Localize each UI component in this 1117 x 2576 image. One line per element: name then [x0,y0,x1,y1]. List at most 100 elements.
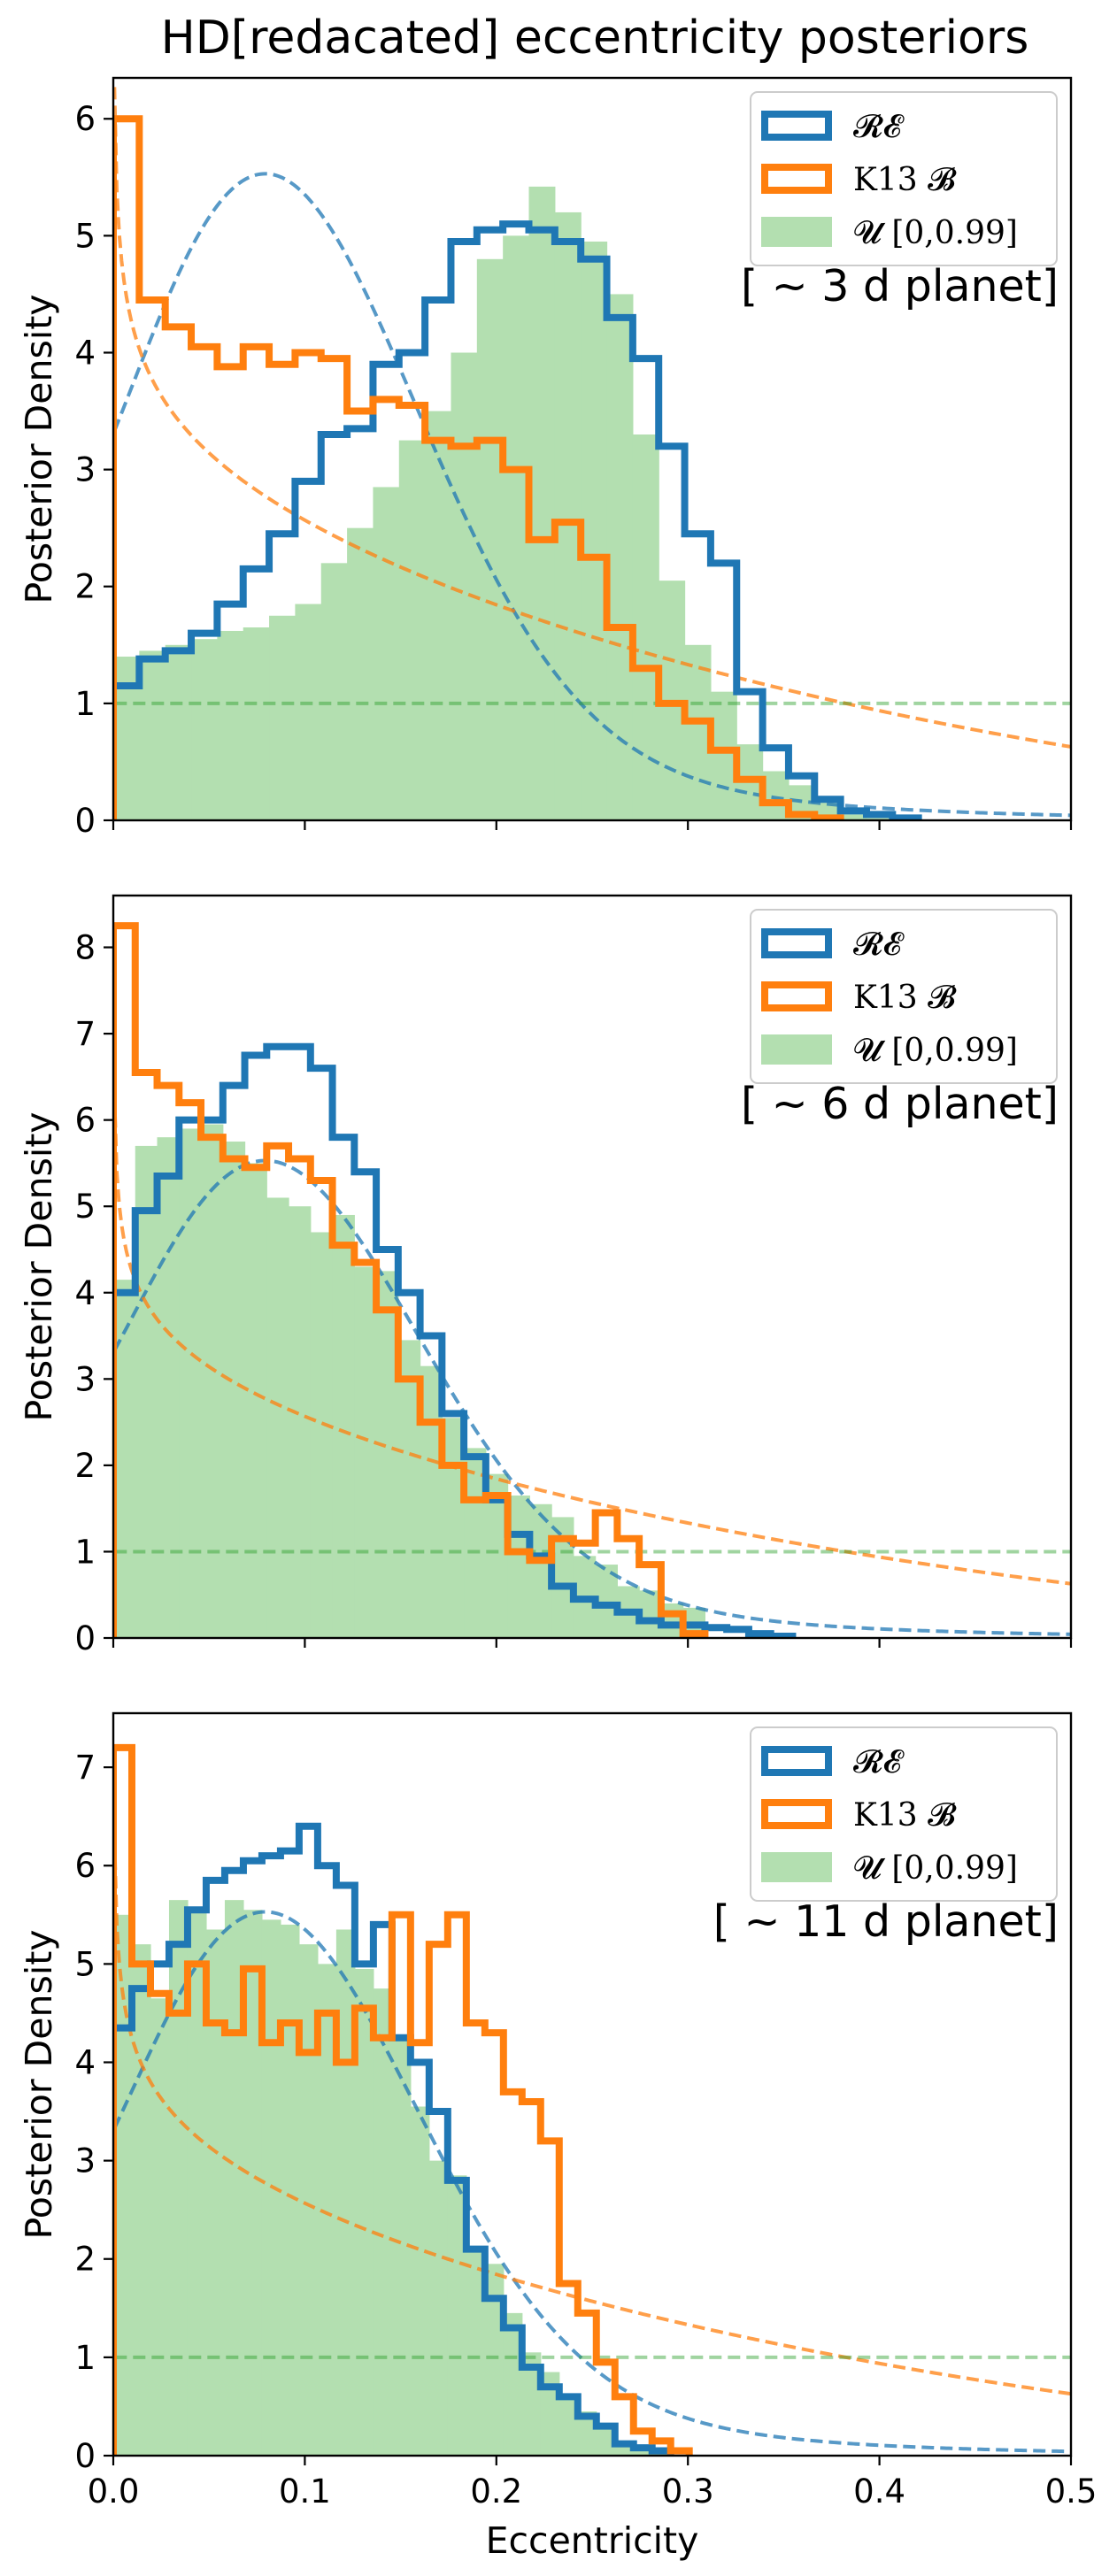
hist-bar-uniform [179,1128,202,1638]
hist-bar-uniform [139,650,166,820]
hist-bar-uniform [554,211,582,820]
panel-top: 0 1 2 3 4 5 6 Posterior Density [ ~ 3 d planet] 𝓡… [18,76,1073,840]
legend-entry-uniform-label: 𝓤 [0,0.99] [853,1850,1018,1887]
legend-entry-re-label: 𝓡𝓔 [853,109,905,145]
legend-entry-uniform-label: 𝓤 [0,0.99] [853,215,1018,251]
hist-bar-uniform [632,434,659,820]
x-tick-label: 0.1 [279,2472,331,2511]
y-tick-label: 2 [74,1447,96,1485]
hist-bar-uniform [217,630,244,820]
y-tick-label: 3 [74,451,96,489]
legend-entry-uniform-label: 𝓤 [0,0.99] [853,1033,1018,1069]
axes-frame [112,894,1073,1640]
legend-entry-uniform-swatch [761,1034,832,1065]
y-tick-label: 3 [74,2142,96,2180]
hist-bar-uniform [391,2037,412,2456]
x-tick-label: 0.4 [853,2472,905,2511]
axes-frame [112,1711,1073,2457]
hist-bar-uniform [428,2160,449,2456]
hist-bar-uniform [558,2396,579,2456]
y-tick-label: 1 [74,2339,96,2377]
hist-bar-uniform [466,2249,486,2456]
figure-title: HD[redacated] eccentricity posteriors [161,12,1029,65]
hist-bar-uniform [596,2426,616,2456]
hist-bar-uniform [347,527,374,820]
prior-curve-k13 [113,1096,1071,1586]
legend-entry-k13-swatch [761,981,832,1011]
hist-bar-uniform [840,814,867,820]
prior-curve-re [113,1910,1071,2454]
hist-bar-uniform [484,2264,505,2456]
hist-bar-uniform [310,1232,334,1638]
y-tick-label: 0 [74,802,96,840]
hist-bar-uniform [447,2175,467,2456]
hist-bar-uniform [540,2372,560,2456]
hist-bar-uniform [425,411,452,820]
hist-bar-uniform [222,1142,246,1638]
y-axis-label: Posterior Density [18,1929,60,2239]
hist-bar-uniform [521,2352,542,2456]
y-tick-label: 4 [74,334,96,372]
hist-bar-uniform [410,2106,430,2456]
planet-annotation: [ ~ 3 d planet] [741,261,1059,311]
hist-bar-uniform [243,1910,263,2456]
hist-bar-uniform [201,1124,224,1638]
y-tick-label: 8 [74,929,96,967]
x-axis-label: Eccentricity [486,2519,699,2562]
hist-bar-uniform [577,2411,597,2456]
y-tick-label: 6 [74,1102,96,1140]
y-tick-label: 6 [74,100,96,138]
hist-bar-uniform [503,2312,523,2456]
plot-area [113,922,1071,1638]
hist-bar-uniform [269,615,297,820]
hist-bar-uniform [113,1280,136,1638]
hist-step-k13 [113,1743,693,2456]
legend-entry-k13-label: K13 𝓑 [853,980,957,1016]
hist-bar-uniform [866,818,893,820]
plot-area [113,1743,1071,2456]
hist-bar-uniform [476,258,504,820]
legend-entry-uniform-swatch [761,217,832,247]
hist-bar-uniform [633,2448,653,2456]
hist-bar-uniform [320,563,348,820]
hist-bar-uniform [150,1998,170,2456]
hist-bar-uniform [187,1910,207,2456]
panel-bottom: 0 1 2 3 4 5 6 7 0.0 0.1 0.2 0.3 0.4 0.5 Posterior Dens… [18,1711,1097,2562]
y-axis-label: Posterior Density [18,1111,60,1421]
y-tick-label: 5 [74,217,96,255]
y-tick-label: 5 [74,1945,96,1983]
hist-bar-uniform [205,1929,226,2456]
hist-bar-uniform [289,1206,312,1638]
hist-bar-uniform [595,1565,618,1638]
y-tick-label: 7 [74,1015,96,1053]
hist-step-re [113,220,922,820]
prior-curve-k13 [113,1839,1071,2396]
hist-bar-uniform [157,1137,180,1638]
hist-bar-uniform [244,1163,267,1638]
legend-entry-k13-label: K13 𝓑 [853,162,957,198]
hist-bar-uniform [135,1145,158,1638]
legend-entry-re-swatch [761,928,832,958]
y-tick-label: 0 [74,1619,96,1657]
y-tick-label: 1 [74,685,96,723]
hist-bar-uniform [295,604,322,820]
plot-area [113,87,1071,820]
hist-bar-uniform [503,235,530,820]
hist-bar-uniform [762,771,790,820]
y-tick-label: 2 [74,2241,96,2279]
hist-bar-uniform [131,1944,151,2456]
hist-bar-uniform [373,1988,393,2456]
legend-entry-re-label: 𝓡𝓔 [853,1744,905,1780]
prior-curve-k13 [113,87,1071,749]
hist-bar-uniform [398,440,426,820]
hist-bar-uniform [332,1214,355,1638]
legend-entry-k13-label: K13 𝓑 [853,1797,957,1834]
y-tick-label: 5 [74,1188,96,1226]
y-tick-label: 0 [74,2437,96,2475]
hist-bar-uniform [266,1197,289,1638]
hist-bar-uniform [606,294,634,820]
prior-curve-re [113,172,1071,818]
hist-bar-uniform [507,1496,530,1638]
y-tick-label: 1 [74,1533,96,1571]
